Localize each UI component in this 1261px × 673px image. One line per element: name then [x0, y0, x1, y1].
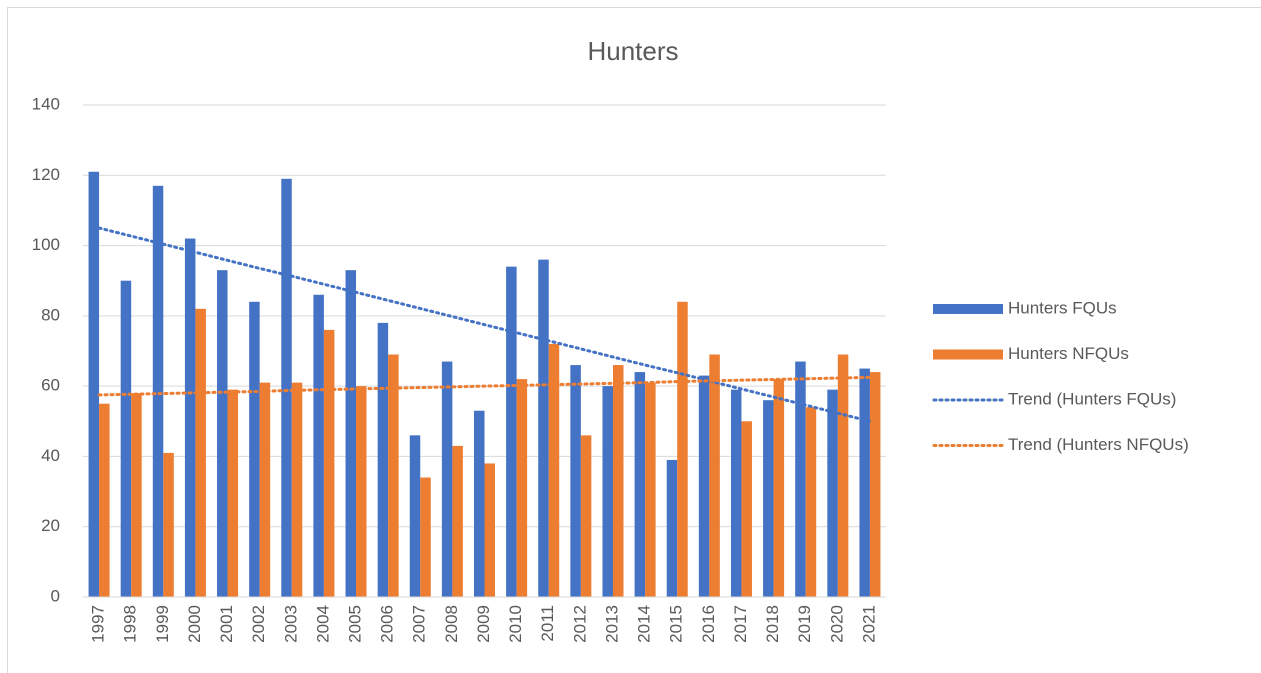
legend-label: Hunters NFQUs: [1008, 344, 1129, 363]
x-tick-label: 2017: [731, 605, 750, 643]
bar: [869, 372, 881, 597]
x-tick-label: 2018: [763, 605, 782, 643]
x-tick-label: 2021: [859, 605, 878, 643]
bar: [795, 361, 806, 597]
x-tick-label: 2008: [442, 605, 461, 643]
x-tick-label: 2003: [281, 605, 300, 643]
bar: [313, 294, 324, 597]
chart-frame: [7, 7, 1261, 673]
x-tick-label: 2016: [699, 605, 718, 643]
bar: [249, 301, 260, 597]
bar: [281, 178, 292, 598]
bar: [484, 463, 495, 597]
bar: [506, 266, 517, 597]
bar: [612, 365, 624, 597]
x-tick-label: 2015: [667, 605, 686, 643]
bar: [99, 403, 110, 597]
bar: [323, 329, 335, 597]
bar: [88, 171, 100, 597]
bar: [131, 393, 142, 597]
bar: [859, 368, 870, 597]
bar: [538, 259, 549, 597]
x-tick-label: 2014: [635, 605, 654, 643]
chart-title: Hunters: [587, 36, 678, 66]
bar: [677, 301, 688, 597]
x-tick-label: 2004: [313, 605, 332, 643]
bar: [441, 361, 453, 597]
bar: [698, 375, 710, 597]
bar: [474, 410, 485, 597]
x-tick-label: 2012: [570, 605, 589, 643]
x-tick-label: 2009: [474, 605, 493, 643]
bar: [805, 407, 817, 597]
bar: [730, 389, 742, 597]
y-tick-label: 60: [41, 376, 60, 395]
x-tick-label: 2002: [249, 605, 268, 643]
y-tick-label: 0: [51, 586, 60, 605]
x-tick-label: 2019: [795, 605, 814, 643]
trend-line: [97, 226, 872, 423]
bar: [409, 435, 421, 597]
y-tick-label: 20: [41, 516, 60, 535]
bar: [291, 382, 303, 597]
x-tick-label: 2010: [506, 605, 525, 643]
x-tick-label: 2006: [378, 605, 397, 643]
trend-line: [97, 375, 872, 397]
bar: [377, 322, 389, 597]
bar: [763, 400, 774, 597]
bar: [120, 280, 132, 597]
bar: [217, 270, 228, 597]
legend-label: Hunters FQUs: [1008, 298, 1117, 317]
bar: [634, 372, 646, 597]
x-tick-label: 2013: [602, 605, 621, 643]
bar: [827, 389, 838, 597]
x-tick-label: 2020: [827, 605, 846, 643]
legend-swatch: [933, 349, 1003, 360]
bar: [184, 238, 196, 598]
bar: [580, 435, 592, 597]
bar: [773, 379, 785, 597]
bar: [420, 477, 431, 597]
bar: [388, 354, 399, 597]
y-tick-label: 100: [32, 235, 60, 254]
y-tick-label: 80: [41, 305, 60, 324]
bar: [516, 379, 528, 597]
x-tick-label: 1998: [121, 605, 140, 643]
bar: [195, 308, 206, 597]
bar: [666, 459, 678, 597]
x-tick-label: 2001: [217, 605, 236, 643]
bar: [741, 421, 752, 597]
bar: [259, 382, 271, 597]
bar: [548, 343, 560, 597]
legend-label: Trend (Hunters NFQUs): [1008, 435, 1189, 454]
x-tick-label: 2007: [410, 605, 429, 643]
bar: [152, 185, 164, 598]
bar: [570, 365, 581, 597]
x-tick-label: 2005: [346, 605, 365, 643]
bar: [709, 354, 720, 597]
x-tick-label: 1997: [89, 605, 108, 643]
bar: [227, 389, 239, 597]
x-tick-label: 2011: [538, 605, 557, 642]
y-tick-label: 140: [32, 94, 60, 113]
bar: [645, 382, 656, 597]
bar: [837, 354, 849, 597]
legend-label: Trend (Hunters FQUs): [1008, 389, 1176, 408]
x-tick-label: 1999: [153, 605, 172, 643]
bar: [602, 386, 613, 597]
y-tick-label: 40: [41, 446, 60, 465]
x-tick-label: 2000: [185, 605, 204, 643]
legend-swatch: [933, 304, 1003, 314]
bar: [356, 386, 367, 597]
bar: [452, 445, 463, 597]
y-tick-label: 120: [32, 165, 60, 184]
bar: [345, 270, 357, 597]
bar: [163, 452, 174, 597]
